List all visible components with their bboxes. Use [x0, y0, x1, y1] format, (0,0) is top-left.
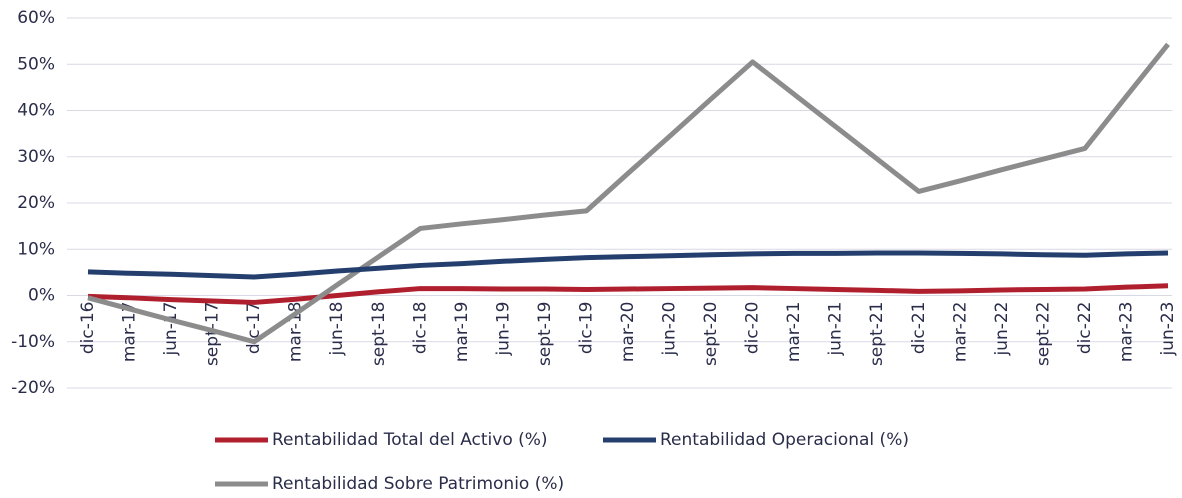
y-tick-label: 0% [28, 286, 55, 306]
x-tick-label: mar-23 [1116, 302, 1136, 363]
y-tick-label: 60% [17, 8, 55, 28]
y-tick-label: 50% [17, 54, 55, 74]
x-tick-label: sept-18 [369, 302, 389, 367]
legend-label: Rentabilidad Sobre Patrimonio (%) [272, 474, 564, 494]
x-tick-label: jun-21 [826, 302, 846, 357]
x-tick-label: dic-17 [244, 302, 264, 355]
x-tick-label: dic-20 [743, 302, 763, 355]
y-tick-label: 40% [17, 101, 55, 121]
series-line [87, 42, 1170, 345]
x-tick-label: mar-17 [120, 302, 140, 363]
y-tick-label: -10% [11, 332, 55, 352]
legend-label: Rentabilidad Operacional (%) [660, 430, 909, 450]
x-tick-label: mar-20 [618, 302, 638, 363]
y-tick-label: 20% [17, 193, 55, 213]
x-tick-label: jun-18 [327, 302, 347, 357]
x-tick-label: jun-20 [660, 302, 680, 357]
x-tick-label: jun-22 [992, 302, 1012, 357]
y-tick-label: 10% [17, 239, 55, 259]
x-tick-label: jun-23 [1158, 302, 1178, 357]
x-tick-label: mar-22 [950, 302, 970, 363]
x-tick-label: sept-22 [1033, 302, 1053, 367]
x-tick-label: jun-17 [161, 302, 181, 357]
x-tick-label: sept-21 [867, 302, 887, 367]
x-tick-label: dic-22 [1075, 302, 1095, 355]
series-line [87, 283, 1169, 305]
x-tick-label: dic-16 [78, 302, 98, 355]
x-tick-label: mar-19 [452, 302, 472, 363]
series-line [87, 250, 1169, 280]
x-tick-label: dic-18 [410, 302, 430, 355]
y-tick-label: 30% [17, 147, 55, 167]
x-tick-label: jun-19 [493, 302, 513, 357]
x-tick-label: sept-17 [203, 302, 223, 367]
x-tick-label: mar-21 [784, 302, 804, 363]
legend-label: Rentabilidad Total del Activo (%) [272, 430, 548, 450]
x-tick-label: sept-20 [701, 302, 721, 367]
x-tick-label: dic-21 [909, 302, 929, 355]
x-tick-label: sept-19 [535, 302, 555, 367]
y-tick-label: -20% [11, 378, 55, 398]
x-tick-label: dic-19 [576, 302, 596, 355]
